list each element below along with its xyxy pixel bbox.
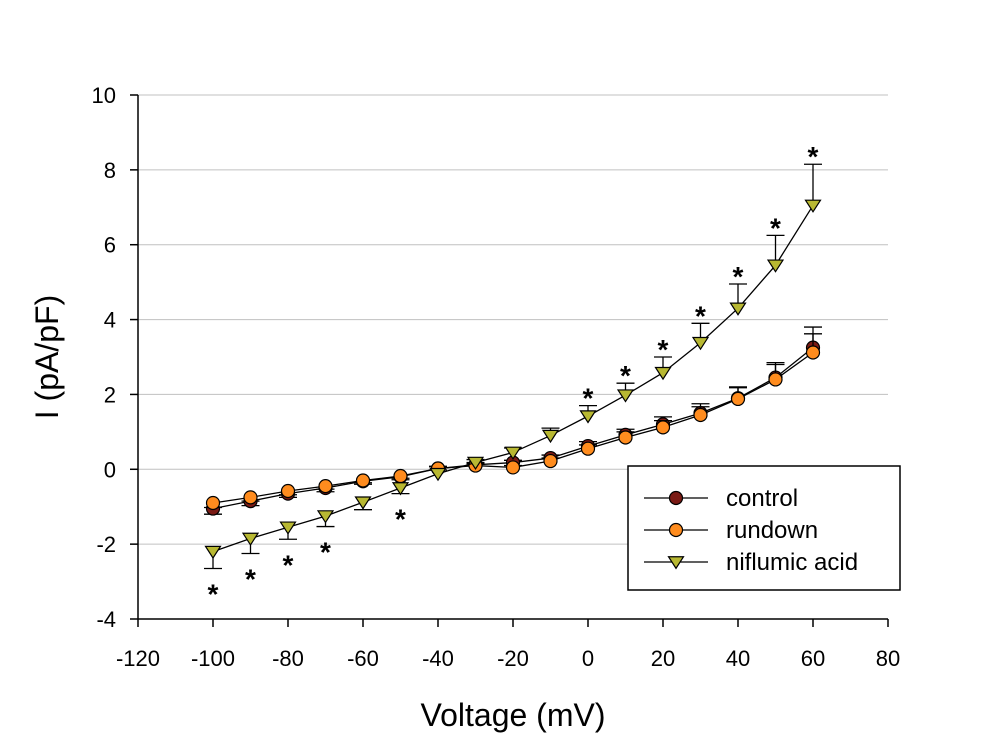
data-point-rundown <box>693 407 708 423</box>
axes <box>130 94 889 627</box>
x-tick-label: -100 <box>191 646 235 671</box>
significance-star: * <box>245 564 256 595</box>
x-tick-label: 40 <box>726 646 750 671</box>
gridlines <box>138 94 888 545</box>
legend-marker <box>668 522 684 538</box>
data-point-rundown <box>280 483 296 499</box>
data-point-niflumic-acid <box>541 429 560 444</box>
y-tick-label: 2 <box>104 382 116 407</box>
data-point-niflumic-acid <box>766 259 785 273</box>
significance-star: * <box>733 261 744 292</box>
significance-star: * <box>583 383 594 414</box>
legend-label: niflumic acid <box>726 549 858 576</box>
data-point-rundown <box>243 490 258 505</box>
data-point-niflumic-acid <box>204 545 222 560</box>
data-point-rundown <box>543 453 558 469</box>
significance-marks: * * * * * * * * * * * * <box>208 141 819 609</box>
data-point-rundown <box>205 495 221 511</box>
significance-star: * <box>808 141 819 172</box>
data-point-niflumic-acid <box>429 467 447 482</box>
significance-star: * <box>208 578 219 609</box>
data-point-niflumic-acid <box>466 456 485 471</box>
legend-marker <box>668 490 684 506</box>
significance-star: * <box>395 504 406 535</box>
y-tick-label: -4 <box>96 607 116 632</box>
data-point-rundown <box>730 391 746 407</box>
data-point-rundown <box>655 420 671 435</box>
data-point-rundown <box>355 473 371 488</box>
data-point-niflumic-acid <box>654 366 672 381</box>
data-point-niflumic-acid <box>391 482 410 496</box>
data-point-rundown <box>505 460 521 475</box>
data-point-rundown <box>768 372 783 387</box>
data-point-niflumic-acid <box>804 199 822 213</box>
significance-star: * <box>320 537 331 568</box>
legend-marker <box>667 556 685 570</box>
x-tick-label: -120 <box>116 646 160 671</box>
data-point-niflumic-acid <box>691 336 710 351</box>
data-point-niflumic-acid <box>504 446 522 460</box>
y-tick-label: -2 <box>96 532 116 557</box>
y-axis-title: I (pA/pF) <box>29 295 65 419</box>
y-tick-label: 6 <box>104 233 116 258</box>
data-point-niflumic-acid <box>729 302 747 316</box>
legend: control rundown niflumic acid <box>627 465 901 591</box>
x-tick-label: -40 <box>422 646 454 671</box>
significance-star: * <box>695 300 706 331</box>
data-point-niflumic-acid <box>616 389 635 403</box>
x-tick-label: -80 <box>272 646 304 671</box>
significance-star: * <box>620 360 631 391</box>
x-tick-label: 0 <box>582 646 594 671</box>
y-tick-label: 4 <box>104 308 116 333</box>
significance-star: * <box>658 334 669 365</box>
data-point-rundown <box>393 468 408 484</box>
significance-star: * <box>283 549 294 580</box>
data-point-niflumic-acid <box>316 510 335 524</box>
y-tick-label: 10 <box>92 83 116 108</box>
series-niflumic-acid <box>204 163 822 570</box>
data-point-rundown <box>618 430 633 445</box>
data-point-niflumic-acid <box>579 410 597 424</box>
x-tick-label: 20 <box>651 646 675 671</box>
series-layer <box>204 163 822 570</box>
legend-label: rundown <box>726 517 818 544</box>
data-point-niflumic-acid <box>241 532 260 547</box>
x-tick-label: -20 <box>497 646 529 671</box>
x-tick-label: -60 <box>347 646 379 671</box>
legend-label: control <box>726 485 798 512</box>
data-point-rundown <box>805 345 821 360</box>
data-point-rundown <box>580 441 596 456</box>
x-tick-label: 80 <box>876 646 900 671</box>
x-axis-title: Voltage (mV) <box>421 697 606 733</box>
data-point-rundown <box>318 479 333 494</box>
data-point-niflumic-acid <box>354 496 372 510</box>
significance-star: * <box>770 212 781 243</box>
x-tick-label: 60 <box>801 646 825 671</box>
y-tick-label: 0 <box>104 457 116 482</box>
y-tick-label: 8 <box>104 158 116 183</box>
data-point-niflumic-acid <box>279 521 297 535</box>
